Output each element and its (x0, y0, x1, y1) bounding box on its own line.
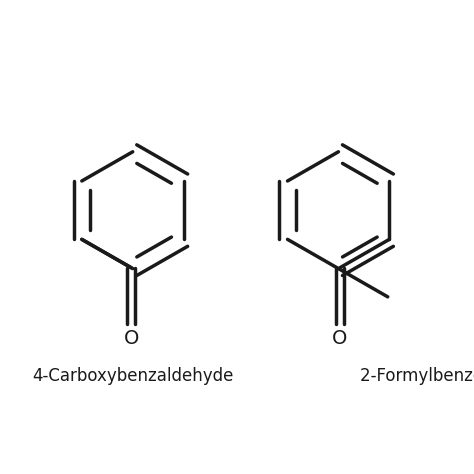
Text: 2-Formylbenzoic Acid: 2-Formylbenzoic Acid (360, 367, 474, 385)
Text: O: O (123, 329, 139, 348)
Text: 4-Carboxybenzaldehyde: 4-Carboxybenzaldehyde (32, 367, 233, 385)
Text: O: O (332, 329, 348, 348)
